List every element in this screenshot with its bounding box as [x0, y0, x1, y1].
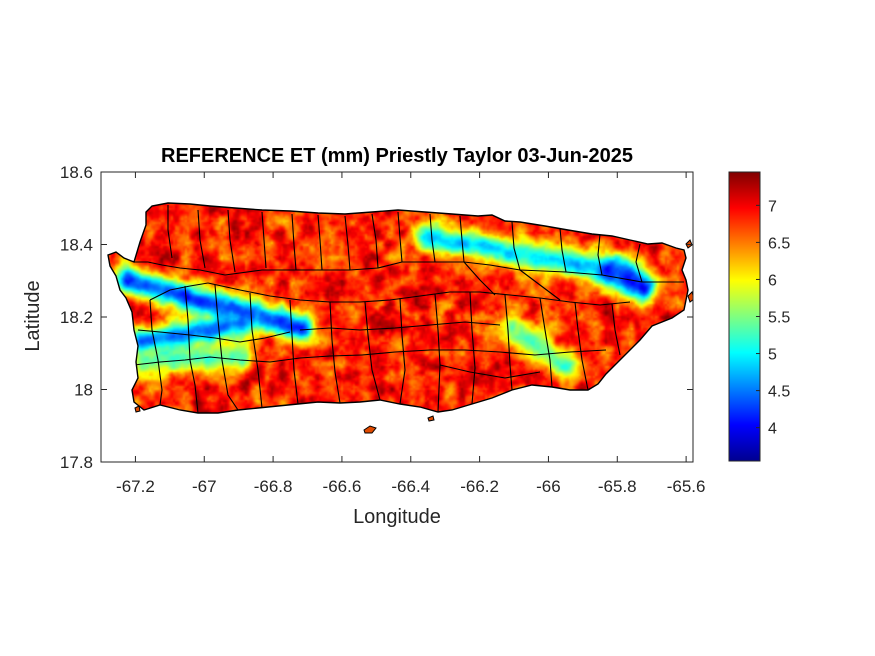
- colorbar: 4 4.5 5 5.5 6 6.5 7: [728, 171, 790, 462]
- municipal-boundary: [469, 291, 476, 405]
- municipal-boundary: [167, 205, 173, 259]
- map-axes: -67.2 -67 -66.8 -66.6 -66.4 -66.2 -66 -65.8 -65.…: [60, 163, 706, 496]
- municipal-boundary: [149, 282, 209, 301]
- colorbar-tick-label: 6: [768, 272, 777, 289]
- y-tick-label: 18.6: [60, 163, 93, 182]
- municipal-boundary: [184, 285, 199, 413]
- x-tick-label: -66.4: [391, 477, 430, 496]
- municipal-boundary: [611, 303, 621, 356]
- municipal-boundary: [371, 213, 379, 269]
- islet: [687, 291, 693, 303]
- x-axis-label: Longitude: [353, 506, 441, 528]
- municipal-boundary: [361, 349, 607, 356]
- municipal-boundary: [291, 213, 297, 271]
- y-tick-label: 18.2: [60, 308, 93, 327]
- municipal-boundary: [429, 213, 436, 263]
- municipal-boundary: [519, 269, 561, 301]
- x-tick-label: -67: [192, 477, 217, 496]
- municipal-boundary: [317, 214, 323, 271]
- colorbar-tick-label: 4: [768, 421, 777, 438]
- municipal-boundary: [329, 301, 341, 404]
- colorbar-tick-label: 7: [768, 198, 777, 215]
- colorbar-ticks: 4 4.5 5 5.5 6 6.5 7: [756, 198, 790, 438]
- x-tick-label: -67.2: [116, 477, 155, 496]
- municipal-boundary: [133, 354, 363, 366]
- municipal-boundary: [439, 364, 541, 379]
- municipal-boundary: [344, 215, 351, 271]
- municipal-boundary: [224, 261, 684, 283]
- colorbar-tick-label: 6.5: [768, 235, 790, 252]
- municipal-boundary: [459, 215, 465, 263]
- x-tick-label: -66.6: [323, 477, 362, 496]
- colorbar-gradient: [729, 172, 760, 461]
- y-tick-label: 17.8: [60, 453, 93, 472]
- y-tick-label: 18: [74, 381, 93, 400]
- municipal-boundary: [207, 282, 631, 306]
- municipal-boundary: [574, 301, 589, 391]
- municipal-boundary: [299, 321, 501, 331]
- municipal-boundary: [597, 233, 603, 276]
- municipal-boundary: [434, 293, 441, 413]
- x-tick-label: -66: [536, 477, 561, 496]
- municipal-boundary: [364, 301, 381, 401]
- municipal-boundaries: [133, 205, 684, 413]
- x-tick-label: -65.6: [667, 477, 706, 496]
- chart-title: REFERENCE ET (mm) Priestly Taylor 03-Jun…: [161, 145, 633, 167]
- x-tick-label: -66.8: [254, 477, 293, 496]
- municipal-boundary: [149, 299, 163, 406]
- y-axis-label: Latitude: [22, 280, 44, 351]
- colorbar-tick-label: 5: [768, 347, 777, 364]
- islet: [134, 405, 141, 413]
- islet: [427, 415, 435, 422]
- municipal-boundary: [227, 209, 236, 273]
- municipal-boundary: [289, 299, 299, 405]
- municipal-boundary: [197, 209, 206, 269]
- x-axis: -67.2 -67 -66.8 -66.6 -66.4 -66.2 -66 -65.8 -65.…: [116, 172, 705, 496]
- municipal-boundary: [511, 221, 521, 271]
- municipal-boundary: [261, 211, 267, 269]
- municipal-boundary: [397, 211, 403, 263]
- municipal-boundary: [134, 261, 226, 276]
- y-tick-label: 18.4: [60, 236, 93, 255]
- municipal-boundary: [463, 261, 496, 296]
- municipal-boundary: [399, 297, 406, 405]
- colorbar-tick-label: 5.5: [768, 310, 790, 327]
- islet: [363, 425, 377, 434]
- y-axis: 17.8 18 18.2 18.4 18.6: [60, 163, 693, 472]
- et-heatmap: [108, 203, 688, 413]
- municipal-boundary: [214, 284, 239, 411]
- municipal-boundary: [559, 227, 567, 273]
- x-tick-label: -65.8: [598, 477, 637, 496]
- municipal-boundary: [635, 243, 643, 283]
- municipal-boundary: [137, 329, 291, 343]
- coastline: [107, 202, 689, 414]
- x-tick-label: -66.2: [460, 477, 499, 496]
- colorbar-tick-label: 4.5: [768, 384, 790, 401]
- municipal-boundary: [539, 297, 553, 388]
- municipal-boundary: [249, 292, 263, 409]
